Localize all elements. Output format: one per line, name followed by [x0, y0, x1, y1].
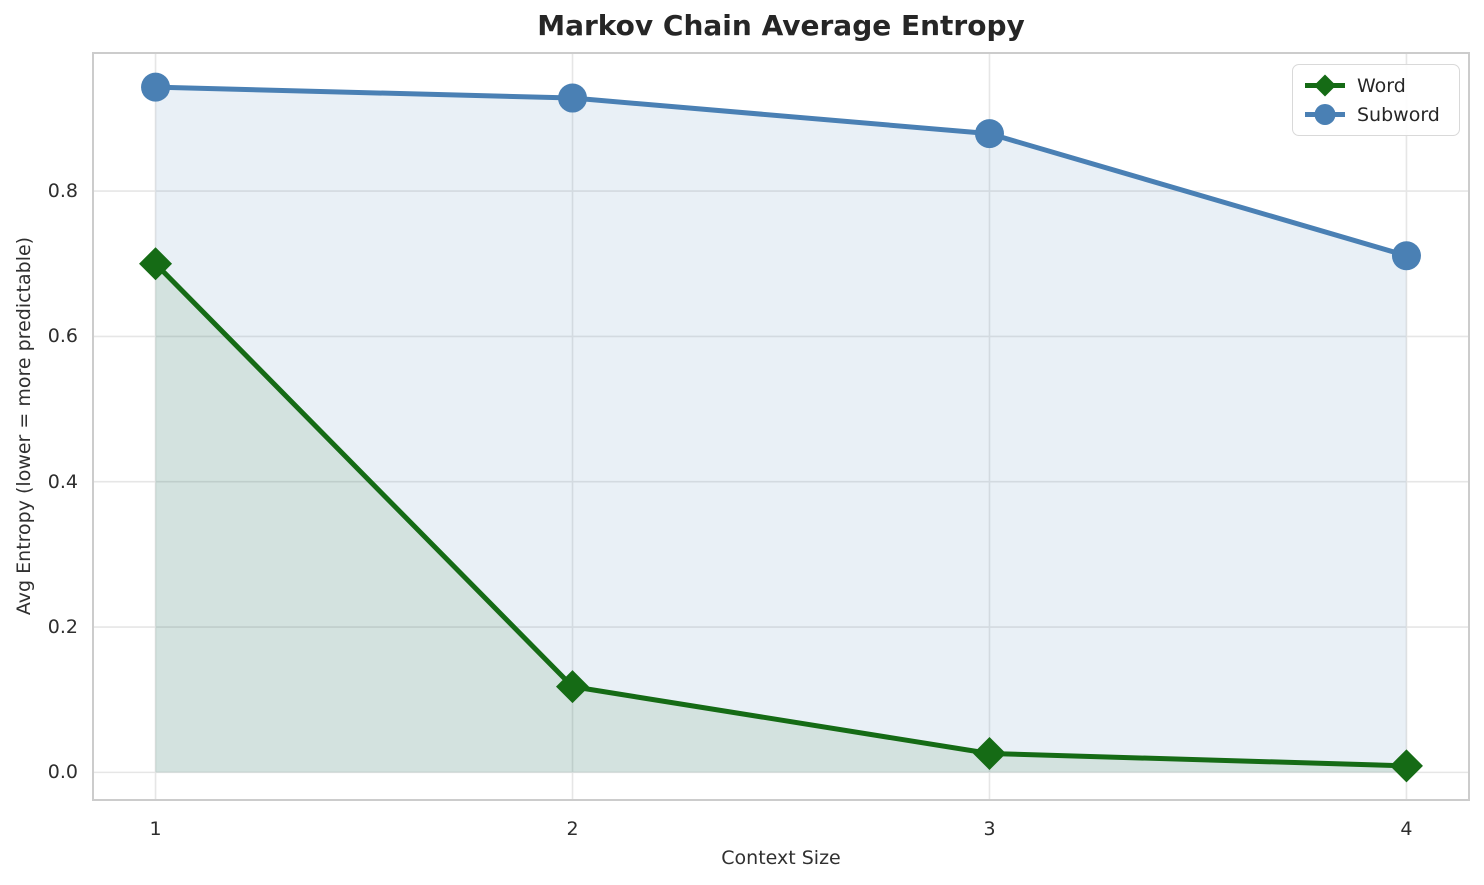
y-tick-label: 0.2 [47, 616, 78, 639]
subword-data-point [974, 119, 1004, 149]
y-tick-label: 0.6 [47, 325, 78, 348]
axes-frame [92, 52, 1470, 801]
subword-line [153, 84, 1409, 259]
word-data-point [1389, 749, 1423, 783]
word-line [153, 261, 1409, 769]
x-tick-label: 1 [149, 818, 162, 840]
subword-data-point [1391, 241, 1421, 271]
subword-data-point [141, 72, 171, 102]
legend-item-subword: Subword [1302, 101, 1447, 128]
y-tick-label: 0.0 [47, 761, 78, 784]
word-area-fill [155, 263, 1407, 773]
word-diamond-marker-icon [1305, 74, 1345, 97]
chart-title: Markov Chain Average Entropy [537, 9, 1025, 42]
y-tick-label: 0.4 [47, 470, 78, 493]
x-tick-label: 2 [566, 818, 579, 840]
x-tick-label: 4 [1400, 818, 1413, 840]
x-axis-label: Context Size [721, 847, 841, 869]
legend: Word Subword [1292, 64, 1460, 136]
x-tick-label: 3 [983, 818, 996, 840]
legend-label-subword: Subword [1357, 103, 1440, 126]
subword-data-point [558, 83, 588, 113]
subword-circle-marker-icon [1305, 104, 1345, 125]
legend-item-word: Word [1302, 72, 1447, 99]
subword-area-fill [155, 87, 1407, 773]
word-data-point [139, 247, 173, 281]
word-data-point [972, 736, 1006, 770]
y-tick-label: 0.8 [47, 180, 78, 203]
legend-label-word: Word [1357, 74, 1406, 97]
y-axis-label: Avg Entropy (lower = more predictable) [13, 236, 35, 616]
word-data-point [556, 670, 590, 704]
